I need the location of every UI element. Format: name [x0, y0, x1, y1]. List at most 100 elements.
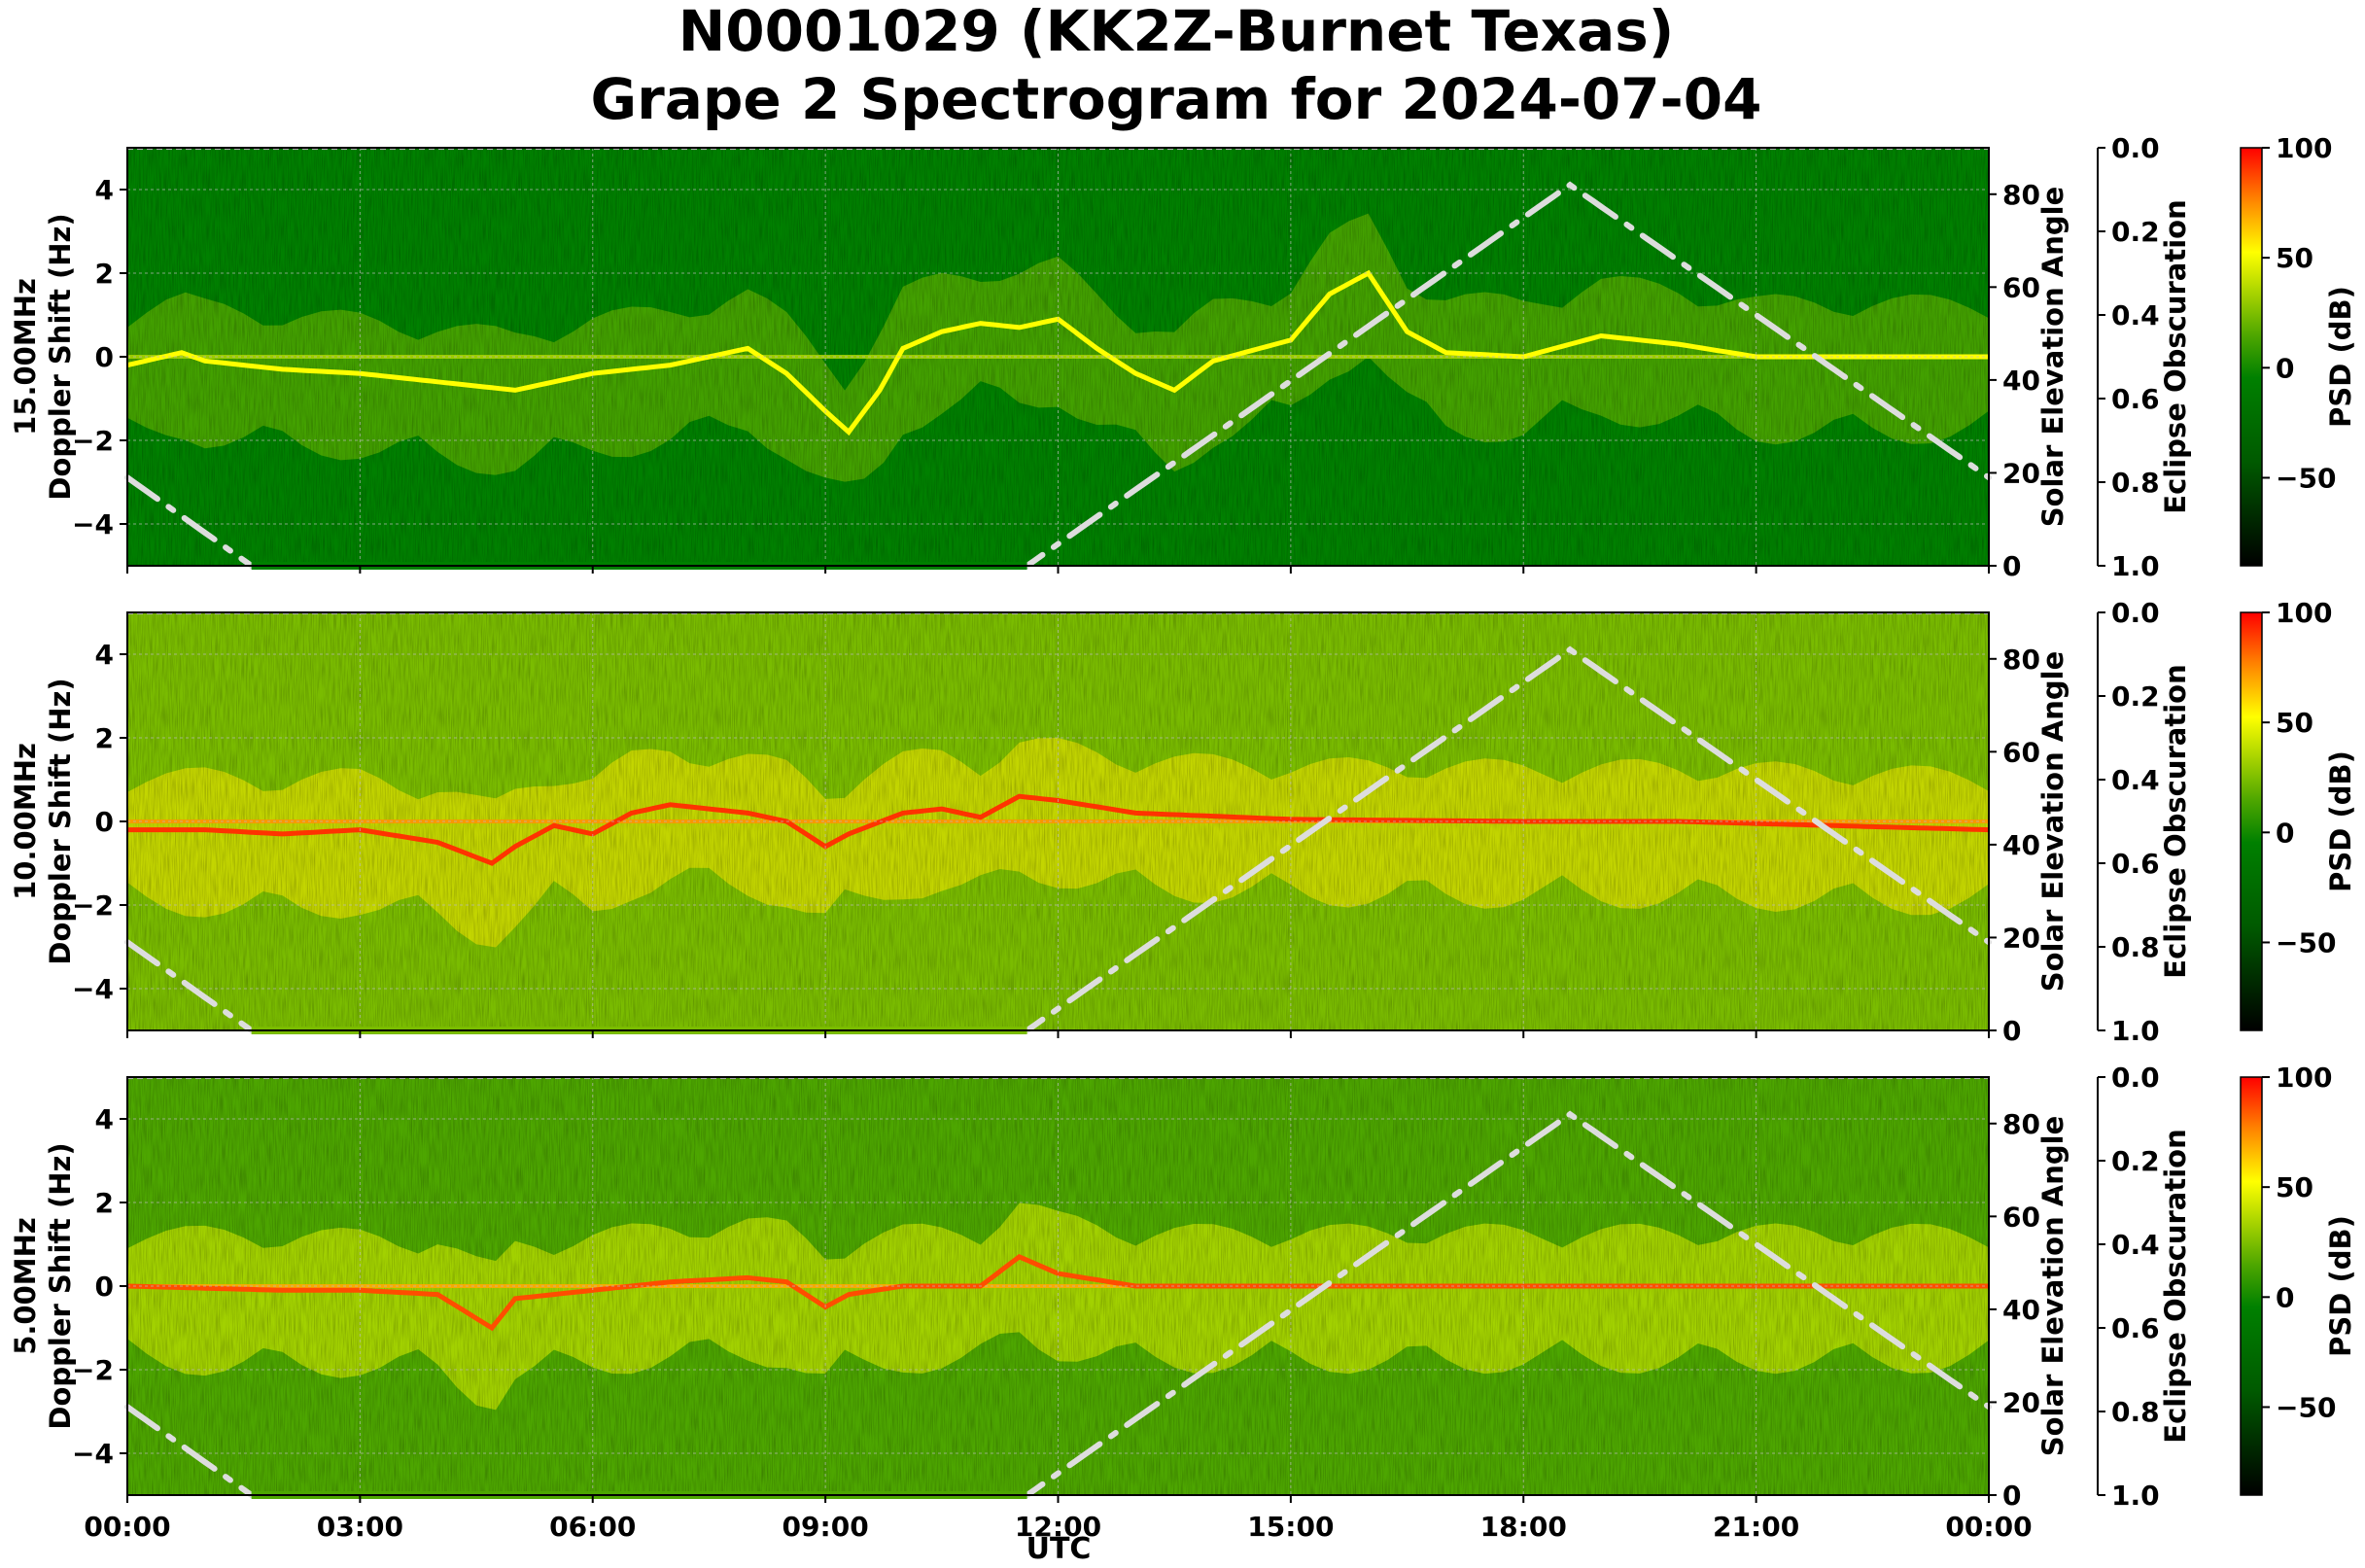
- y-tick-label: 2: [95, 1187, 114, 1219]
- y-axis-label: 15.00MHzDoppler Shift (Hz): [9, 213, 77, 500]
- y-tick-label: 2: [95, 258, 114, 290]
- solar-elevation-label: Solar Elevation Angle: [2036, 187, 2069, 528]
- colorbar-tick-label: 50: [2276, 242, 2313, 274]
- eclipse-obscuration-label: Eclipse Obscuration: [2159, 1129, 2192, 1443]
- y-tick-label: 2: [95, 722, 114, 754]
- eclipse-tick-label: 0.0: [2111, 1062, 2160, 1094]
- figure-title-line2: Grape 2 Spectrogram for 2024-07-04: [591, 66, 1762, 132]
- colorbar-tick-label: 50: [2276, 1171, 2313, 1203]
- solar-tick-label: 20: [2002, 457, 2040, 489]
- colorbar-tick-label: 50: [2276, 707, 2313, 739]
- eclipse-tick-label: 0.2: [2111, 680, 2160, 713]
- eclipse-tick-label: 1.0: [2111, 550, 2160, 582]
- y-tick-label: −4: [72, 1438, 114, 1470]
- panel-15.00MHz: 420−2−415.00MHzDoppler Shift (Hz)0204060…: [9, 132, 2357, 582]
- figure-title-line1: N0001029 (KK2Z-Burnet Texas): [678, 0, 1675, 64]
- solar-elevation-label: Solar Elevation Angle: [2036, 1116, 2069, 1457]
- colorbar-tick-label: −50: [2276, 1391, 2336, 1423]
- x-tick-label: 18:00: [1480, 1511, 1567, 1543]
- y-axis-label-doppler: Doppler Shift (Hz): [44, 1142, 77, 1429]
- eclipse-tick-label: 0.4: [2111, 764, 2160, 796]
- colorbar-tick-label: 100: [2276, 597, 2332, 629]
- x-tick-label: 00:00: [1945, 1511, 2032, 1543]
- colorbar-label: PSD (dB): [2324, 286, 2357, 428]
- y-tick-label: −2: [72, 425, 114, 457]
- colorbar-tick-label: 100: [2276, 1062, 2332, 1094]
- solar-tick-label: 0: [2002, 550, 2021, 582]
- solar-tick-label: 60: [2002, 271, 2040, 303]
- x-tick-label: 00:00: [84, 1511, 170, 1543]
- solar-tick-label: 0: [2002, 1480, 2021, 1512]
- y-tick-label: 0: [95, 1271, 114, 1303]
- eclipse-tick-label: 0.0: [2111, 597, 2160, 629]
- y-axis-label-doppler: Doppler Shift (Hz): [44, 213, 77, 500]
- colorbar-tick-label: 0: [2276, 817, 2294, 849]
- solar-tick-label: 20: [2002, 922, 2040, 954]
- panels: 420−2−415.00MHzDoppler Shift (Hz)0204060…: [9, 132, 2357, 1512]
- solar-tick-label: 80: [2002, 1108, 2040, 1140]
- panel-10.00MHz: 420−2−410.00MHzDoppler Shift (Hz)0204060…: [9, 597, 2357, 1047]
- eclipse-tick-label: 0.2: [2111, 1145, 2160, 1177]
- solar-tick-label: 0: [2002, 1015, 2021, 1047]
- x-axis: 00:00 03:00 06:00 09:00 12:00 15:00 18:00 21:00…: [84, 566, 2033, 1543]
- eclipse-tick-label: 0.4: [2111, 299, 2160, 331]
- panel-5.00MHz: 420−2−45.00MHzDoppler Shift (Hz)02040608…: [9, 1062, 2357, 1512]
- colorbar-tick-label: 0: [2276, 352, 2294, 384]
- colorbar-tick-label: 100: [2276, 132, 2332, 164]
- x-tick-label: 06:00: [549, 1511, 636, 1543]
- x-tick-label: 12:00: [1015, 1511, 1101, 1543]
- y-axis-label-frequency: 10.00MHz: [9, 743, 42, 900]
- y-tick-label: −4: [72, 508, 114, 540]
- y-tick-label: 4: [95, 174, 114, 206]
- colorbar: [2240, 611, 2263, 1031]
- colorbar-tick-label: 0: [2276, 1281, 2294, 1313]
- eclipse-tick-label: 1.0: [2111, 1015, 2160, 1047]
- x-tick-label: 21:00: [1713, 1511, 1799, 1543]
- x-axis-label: UTC: [1026, 1532, 1092, 1566]
- y-tick-label: −2: [72, 889, 114, 922]
- x-tick-label: 03:00: [317, 1511, 403, 1543]
- eclipse-tick-label: 0.6: [2111, 848, 2160, 880]
- eclipse-tick-label: 0.6: [2111, 1312, 2160, 1344]
- y-axis-label-frequency: 15.00MHz: [9, 278, 42, 436]
- eclipse-tick-label: 0.6: [2111, 383, 2160, 415]
- y-tick-label: 0: [95, 806, 114, 838]
- solar-tick-label: 20: [2002, 1386, 2040, 1418]
- colorbar: [2240, 147, 2263, 567]
- y-tick-label: 0: [95, 341, 114, 373]
- y-tick-label: −4: [72, 973, 114, 1005]
- eclipse-tick-label: 1.0: [2111, 1480, 2160, 1512]
- y-axis-label-doppler: Doppler Shift (Hz): [44, 678, 77, 964]
- solar-tick-label: 40: [2002, 1294, 2040, 1326]
- eclipse-obscuration-label: Eclipse Obscuration: [2159, 199, 2192, 513]
- eclipse-obscuration-label: Eclipse Obscuration: [2159, 664, 2192, 978]
- solar-tick-label: 80: [2002, 644, 2040, 676]
- y-tick-label: −2: [72, 1354, 114, 1386]
- solar-tick-label: 60: [2002, 736, 2040, 768]
- eclipse-tick-label: 0.8: [2111, 931, 2160, 963]
- eclipse-tick-label: 0.4: [2111, 1229, 2160, 1261]
- solar-tick-label: 40: [2002, 365, 2040, 397]
- eclipse-tick-label: 0.8: [2111, 467, 2160, 499]
- solar-tick-label: 40: [2002, 829, 2040, 861]
- colorbar-tick-label: −50: [2276, 926, 2336, 958]
- x-tick-label: 15:00: [1247, 1511, 1334, 1543]
- y-tick-label: 4: [95, 639, 114, 671]
- eclipse-tick-label: 0.8: [2111, 1396, 2160, 1428]
- y-tick-label: 4: [95, 1103, 114, 1135]
- x-tick-label: 09:00: [783, 1511, 869, 1543]
- solar-tick-label: 80: [2002, 179, 2040, 211]
- y-axis-label-frequency: 5.00MHz: [9, 1217, 42, 1355]
- y-axis-label: 5.00MHzDoppler Shift (Hz): [9, 1142, 77, 1429]
- colorbar-label: PSD (dB): [2324, 750, 2357, 892]
- colorbar: [2240, 1076, 2263, 1496]
- colorbar-tick-label: −50: [2276, 462, 2336, 494]
- solar-elevation-label: Solar Elevation Angle: [2036, 651, 2069, 993]
- y-axis-label: 10.00MHzDoppler Shift (Hz): [9, 678, 77, 964]
- colorbar-label: PSD (dB): [2324, 1215, 2357, 1357]
- doppler-trace: [126, 1254, 1989, 1332]
- solar-tick-label: 60: [2002, 1201, 2040, 1233]
- eclipse-tick-label: 0.2: [2111, 216, 2160, 248]
- eclipse-tick-label: 0.0: [2111, 132, 2160, 164]
